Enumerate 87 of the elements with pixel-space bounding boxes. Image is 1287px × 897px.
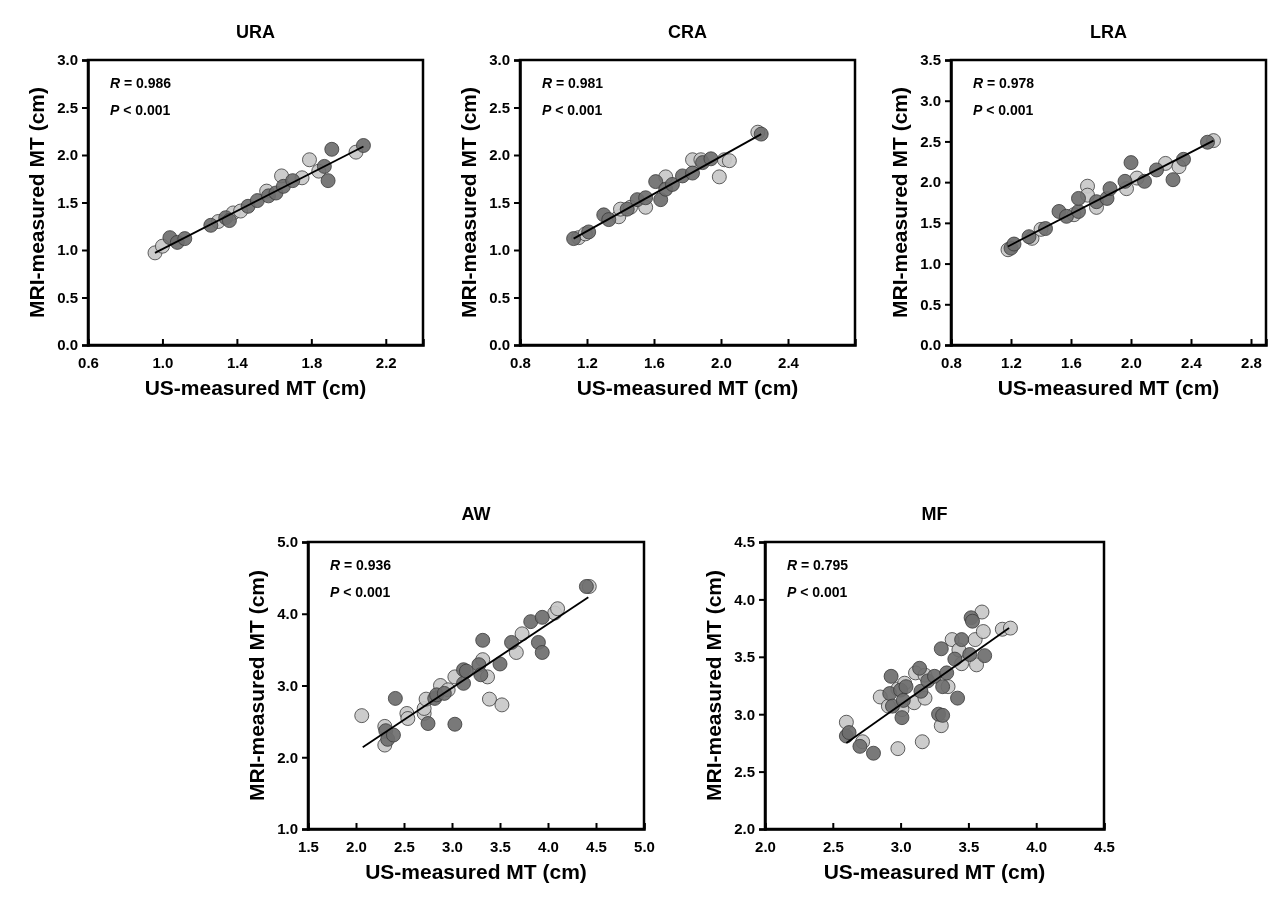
y-tick-label: 3.0	[57, 51, 78, 69]
x-tick-label: 2.0	[711, 353, 732, 371]
x-tick-label: 1.2	[577, 353, 598, 371]
x-axis-title: US-measured MT (cm)	[576, 376, 799, 399]
y-tick-label: 3.0	[920, 92, 941, 110]
x-tick-label: 2.0	[755, 837, 776, 855]
y-axis-title: MRI-measured MT (cm)	[702, 569, 725, 802]
x-tick-label: 4.0	[1026, 837, 1048, 855]
chart-title: AW	[461, 504, 491, 524]
annotation: R = 0.981	[542, 75, 604, 91]
x-tick-label: 0.8	[510, 353, 531, 371]
y-tick-label: 3.0	[277, 676, 298, 694]
x-tick-label: 3.0	[442, 837, 463, 855]
x-tick-label: 0.8	[941, 353, 962, 371]
y-tick-label: 2.5	[920, 132, 941, 150]
x-tick-label: 2.5	[822, 837, 844, 855]
x-tick-label: 1.0	[152, 353, 174, 371]
y-tick-label: 2.0	[57, 146, 78, 164]
y-tick-label: 0.0	[920, 336, 941, 354]
chart-title: MF	[921, 504, 948, 524]
y-tick-label: 5.0	[277, 533, 298, 551]
y-axis-title: MRI-measured MT (cm)	[888, 86, 911, 319]
chart-title: CRA	[668, 22, 707, 42]
y-tick-label: 4.0	[277, 605, 298, 623]
y-tick-label: 0.5	[57, 288, 78, 306]
chart-title: LRA	[1090, 22, 1127, 42]
annotation: R = 0.978	[973, 75, 1035, 91]
y-tick-label: 0.5	[489, 288, 510, 306]
y-tick-label: 0.0	[57, 336, 78, 354]
y-tick-label: 1.0	[57, 241, 78, 259]
x-tick-label: 4.0	[538, 837, 559, 855]
y-tick-label: 2.0	[920, 173, 941, 191]
y-tick-label: 2.0	[277, 748, 298, 766]
y-tick-label: 1.0	[920, 254, 941, 272]
y-tick-label: 2.5	[489, 98, 510, 116]
x-tick-label: 1.2	[1001, 353, 1022, 371]
x-tick-label: 1.4	[226, 353, 249, 371]
y-axis-title: MRI-measured MT (cm)	[245, 569, 268, 802]
annotation: P < 0.001	[330, 584, 391, 600]
y-tick-label: 2.5	[734, 762, 755, 780]
annotation: P < 0.001	[110, 102, 171, 118]
y-tick-label: 1.5	[57, 193, 78, 211]
x-tick-label: 3.0	[890, 837, 912, 855]
y-tick-label: 0.0	[489, 336, 510, 354]
y-tick-label: 3.5	[920, 51, 941, 69]
y-tick-label: 3.0	[734, 705, 755, 723]
y-tick-label: 4.0	[734, 590, 755, 608]
x-tick-label: 1.6	[1061, 353, 1082, 371]
x-tick-label: 2.2	[375, 353, 397, 371]
x-tick-label: 2.4	[1181, 353, 1203, 371]
y-tick-label: 2.5	[57, 98, 78, 116]
x-tick-label: 1.8	[301, 353, 323, 371]
y-axis-title: MRI-measured MT (cm)	[457, 86, 480, 319]
annotation: R = 0.795	[787, 557, 849, 573]
y-tick-label: 3.0	[489, 51, 510, 69]
x-axis-title: US-measured MT (cm)	[144, 376, 367, 399]
annotation: P < 0.001	[787, 584, 848, 600]
y-tick-label: 1.0	[277, 820, 298, 838]
x-tick-label: 4.5	[586, 837, 607, 855]
y-tick-label: 1.0	[489, 241, 510, 259]
x-tick-label: 5.0	[634, 837, 655, 855]
x-tick-label: 1.6	[644, 353, 665, 371]
y-tick-label: 1.5	[489, 193, 510, 211]
x-tick-label: 3.5	[958, 837, 980, 855]
y-tick-label: 1.5	[920, 214, 941, 232]
y-tick-label: 0.5	[920, 295, 941, 313]
x-tick-label: 2.0	[1121, 353, 1142, 371]
y-tick-label: 2.0	[734, 820, 755, 838]
x-axis-title: US-measured MT (cm)	[823, 860, 1046, 883]
annotation: R = 0.986	[110, 75, 172, 91]
x-tick-label: 4.5	[1094, 837, 1115, 855]
y-tick-label: 2.0	[489, 146, 510, 164]
x-tick-label: 0.6	[78, 353, 99, 371]
annotation: P < 0.001	[973, 102, 1034, 118]
x-tick-label: 2.4	[778, 353, 800, 371]
x-axis-title: US-measured MT (cm)	[997, 376, 1220, 399]
chart-title: URA	[236, 22, 275, 42]
y-tick-label: 3.5	[734, 648, 755, 666]
annotation: R = 0.936	[330, 557, 392, 573]
x-tick-label: 2.5	[394, 837, 415, 855]
y-axis-title: MRI-measured MT (cm)	[25, 86, 48, 319]
x-tick-label: 2.8	[1241, 353, 1262, 371]
x-tick-label: 2.0	[346, 837, 367, 855]
y-tick-label: 4.5	[734, 533, 755, 551]
annotation: P < 0.001	[542, 102, 603, 118]
x-axis-title: US-measured MT (cm)	[365, 860, 587, 883]
x-tick-label: 1.5	[298, 837, 319, 855]
